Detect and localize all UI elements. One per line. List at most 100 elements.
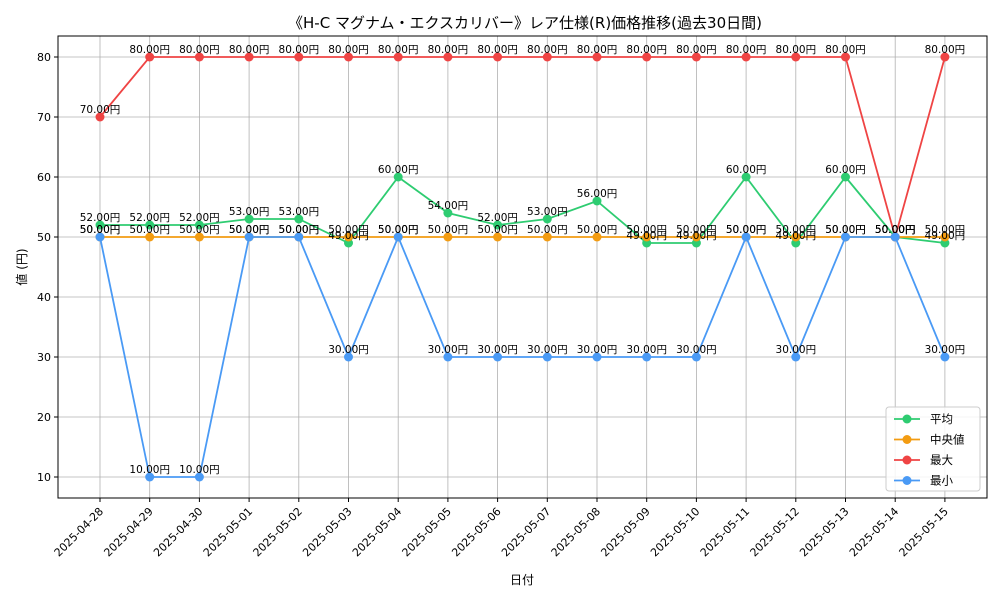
data-point — [691, 52, 701, 62]
y-tick-label: 10 — [37, 471, 51, 484]
y-tick-label: 30 — [37, 351, 51, 364]
data-point — [741, 172, 751, 182]
x-tick-label: 2025-05-04 — [350, 505, 404, 559]
data-label: 80.00円 — [825, 44, 866, 56]
series-line — [99, 56, 946, 241]
data-label: 50.00円 — [676, 224, 717, 236]
plot-area — [57, 35, 988, 499]
grid-layer — [58, 36, 987, 498]
data-point — [145, 232, 155, 242]
data-point — [294, 232, 304, 242]
data-label: 10.00円 — [129, 464, 170, 476]
data-label: 80.00円 — [925, 44, 966, 56]
data-label: 50.00円 — [726, 224, 767, 236]
data-label: 50.00円 — [477, 224, 518, 236]
data-point — [194, 232, 204, 242]
data-point — [691, 232, 701, 242]
data-label: 50.00円 — [875, 224, 916, 236]
x-tick-label: 2025-05-06 — [449, 505, 503, 559]
data-label: 30.00円 — [477, 344, 518, 356]
data-label: 50.00円 — [279, 224, 320, 236]
x-tick-label: 2025-05-09 — [598, 505, 652, 559]
data-label: 50.00円 — [626, 224, 667, 236]
data-label: 50.00円 — [875, 224, 916, 236]
data-point — [244, 52, 254, 62]
data-label: 50.00円 — [80, 224, 121, 236]
data-label: 52.00円 — [80, 212, 121, 224]
data-point — [393, 52, 403, 62]
data-label: 60.00円 — [378, 164, 419, 176]
data-label: 30.00円 — [527, 344, 568, 356]
x-tick-label: 2025-05-08 — [549, 505, 603, 559]
data-point — [592, 52, 602, 62]
data-point — [691, 352, 701, 362]
data-label: 50.00円 — [925, 224, 966, 236]
data-point — [244, 232, 254, 242]
data-point — [344, 352, 353, 362]
data-label: 80.00円 — [179, 44, 220, 56]
y-tick-label: 40 — [37, 291, 51, 304]
data-label: 80.00円 — [776, 44, 817, 56]
data-point — [145, 472, 155, 482]
data-label: 50.00円 — [378, 224, 419, 236]
x-tick-label: 2025-05-11 — [698, 505, 752, 559]
data-label: 49.00円 — [626, 230, 667, 242]
data-point — [542, 232, 552, 242]
data-label: 50.00円 — [328, 224, 369, 236]
data-label: 50.00円 — [129, 224, 170, 236]
y-tick-label: 60 — [37, 171, 51, 184]
data-point — [542, 214, 552, 224]
data-label: 80.00円 — [428, 44, 469, 56]
data-point — [642, 352, 652, 362]
data-point — [493, 52, 503, 62]
x-tick-label: 2025-05-13 — [797, 505, 851, 559]
data-point — [344, 232, 353, 242]
data-point — [194, 52, 204, 62]
y-axis-label: 値 (円) — [14, 248, 29, 285]
data-label: 53.00円 — [279, 206, 320, 218]
x-tick-label: 2025-05-01 — [201, 505, 255, 559]
x-tick-label: 2025-05-02 — [251, 505, 305, 559]
data-point — [194, 472, 204, 482]
data-point — [443, 352, 453, 362]
data-label: 50.00円 — [229, 224, 270, 236]
x-axis-label: 日付 — [510, 573, 534, 587]
data-point — [95, 112, 105, 122]
x-tick-label: 2025-05-15 — [897, 505, 951, 559]
data-label: 70.00円 — [80, 104, 121, 116]
data-label: 80.00円 — [626, 44, 667, 56]
data-label: 50.00円 — [825, 224, 866, 236]
data-point — [642, 232, 652, 242]
series-line — [100, 175, 946, 245]
data-label: 30.00円 — [925, 344, 966, 356]
data-point — [393, 172, 403, 182]
data-point — [493, 352, 503, 362]
data-point — [194, 220, 204, 230]
data-label: 60.00円 — [726, 164, 767, 176]
data-point — [841, 172, 850, 182]
data-label: 49.00円 — [925, 230, 966, 242]
data-point — [642, 52, 652, 62]
series-line — [99, 234, 946, 478]
x-tick-label: 2025-05-12 — [748, 505, 802, 559]
data-label: 56.00円 — [577, 188, 618, 200]
data-point — [791, 232, 801, 242]
x-tick-label: 2025-04-29 — [101, 505, 155, 559]
x-tick-label: 2025-04-28 — [52, 505, 106, 559]
x-tick-label: 2025-05-07 — [499, 505, 553, 559]
data-label: 52.00円 — [179, 212, 220, 224]
data-label: 30.00円 — [676, 344, 717, 356]
data-point — [294, 52, 304, 62]
data-point — [443, 208, 453, 218]
data-point — [344, 52, 353, 62]
data-point — [294, 214, 304, 224]
data-point — [95, 220, 105, 230]
data-label: 80.00円 — [676, 44, 717, 56]
data-label: 52.00円 — [477, 212, 518, 224]
data-label: 30.00円 — [577, 344, 618, 356]
data-label: 30.00円 — [328, 344, 369, 356]
x-tick-label: 2025-05-10 — [648, 505, 702, 559]
data-point — [592, 232, 602, 242]
data-point — [940, 52, 950, 62]
